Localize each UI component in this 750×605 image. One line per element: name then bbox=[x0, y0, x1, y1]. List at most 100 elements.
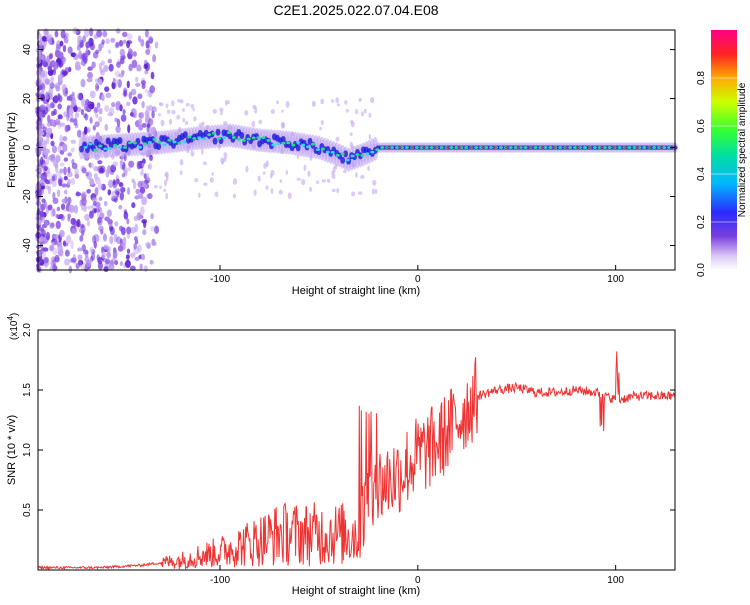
spectrogram-signal-peak bbox=[464, 146, 469, 149]
spectrogram-noise-cell bbox=[119, 57, 125, 65]
spectrogram-noise-cell bbox=[53, 61, 59, 70]
spectrogram-noise-cell bbox=[112, 77, 116, 84]
spectrogram-x-ticks: -100 0 100 bbox=[210, 265, 624, 285]
spectrogram-signal-peak bbox=[271, 143, 276, 147]
spectrogram-noise-cell bbox=[38, 188, 42, 197]
spectrogram-noise-cell bbox=[58, 51, 64, 59]
spectrogram-noise-cell bbox=[39, 182, 46, 188]
spectrogram-noise-cell bbox=[62, 197, 69, 205]
spectrogram-noise-cell bbox=[49, 82, 55, 89]
spectrogram-noise-cell bbox=[122, 237, 127, 246]
spectrogram-noise-cell bbox=[190, 104, 195, 109]
spectrogram-noise-cell bbox=[42, 144, 47, 151]
spectrogram-noise-cell bbox=[63, 166, 67, 176]
spectrogram-signal-peak bbox=[449, 146, 454, 149]
spectrogram-noise-cell bbox=[111, 81, 117, 90]
spectrogram-noise-cell bbox=[81, 229, 85, 237]
spectrogram-signal-peak bbox=[221, 136, 226, 140]
spectrogram-noise-cell bbox=[232, 178, 238, 185]
spectrogram-signal-peak bbox=[350, 154, 355, 158]
spectrogram-noise-cell bbox=[52, 208, 56, 217]
spectrogram-signal-peak bbox=[513, 146, 518, 149]
spectrogram-noise-cell bbox=[154, 225, 160, 234]
spectrogram-noise-cell bbox=[118, 73, 125, 78]
spectrogram-noise-cell bbox=[37, 32, 43, 40]
spectrogram-noise-cell bbox=[140, 39, 145, 47]
spectrogram-noise-cell bbox=[122, 87, 128, 94]
spectrogram-noise-cell bbox=[202, 161, 207, 166]
spectrogram-noise-cell bbox=[68, 107, 74, 115]
spectrogram-noise-cell bbox=[83, 249, 89, 255]
spectrogram-noise-cell bbox=[163, 179, 168, 187]
spectrogram-signal-max bbox=[421, 146, 426, 149]
spectrogram-signal-core bbox=[280, 136, 286, 144]
spectrogram-noise-cell bbox=[107, 189, 112, 196]
spectrogram-signal-max bbox=[599, 146, 604, 149]
spectrogram-noise-cell bbox=[135, 76, 139, 83]
spectrogram-signal-peak bbox=[340, 152, 345, 156]
spectrogram-noise-cell bbox=[37, 179, 44, 185]
spectrogram-noise-cell bbox=[258, 119, 263, 125]
spectrogram-x-tick-label: -100 bbox=[210, 274, 230, 285]
spectrogram-noise-cell bbox=[93, 233, 100, 242]
spectrogram-signal-peak bbox=[642, 146, 647, 149]
spectrogram-noise-cell bbox=[50, 140, 55, 147]
spectrogram-noise-cell bbox=[64, 258, 70, 266]
spectrogram-noise-cell bbox=[142, 229, 147, 236]
spectrogram-noise-cell bbox=[320, 98, 325, 105]
spectrogram-noise-cell bbox=[331, 188, 336, 193]
snr-x-ticks: -100 0 100 bbox=[210, 565, 624, 586]
spectrogram-noise-cell bbox=[104, 123, 109, 132]
spectrogram-noise-cell bbox=[370, 96, 375, 104]
spectrogram-noise-cell bbox=[108, 263, 115, 271]
spectrogram-noise-cell bbox=[43, 256, 49, 264]
colorbar-tick-label: 0.6 bbox=[696, 119, 707, 133]
spectrogram-noise-cell bbox=[147, 164, 151, 170]
spectrogram-noise-cell bbox=[51, 175, 56, 182]
spectrogram-noise-cell bbox=[100, 70, 105, 76]
spectrogram-noise-cell bbox=[209, 177, 214, 183]
spectrogram-noise-cell bbox=[67, 213, 71, 220]
spectrogram-noise-cell bbox=[116, 236, 122, 245]
spectrogram-noise-cell bbox=[270, 188, 274, 194]
spectrogram-noise-cell bbox=[72, 53, 79, 61]
spectrogram-noise-cell bbox=[151, 110, 155, 119]
spectrogram-noise-cell bbox=[55, 85, 61, 92]
spectrogram-noise-cell bbox=[76, 218, 81, 228]
spectrogram-noise-cell bbox=[87, 128, 91, 133]
spectrogram-noise-cell bbox=[93, 240, 97, 249]
spectrogram-noise-cell bbox=[374, 188, 378, 194]
spectrogram-noise-cell bbox=[71, 97, 77, 106]
spectrogram-noise-cell bbox=[263, 162, 267, 170]
spectrogram-signal-peak bbox=[118, 145, 123, 149]
spectrogram-signal-peak bbox=[315, 148, 320, 152]
spectrogram-noise-cell bbox=[61, 198, 68, 204]
spectrogram-noise-cell bbox=[57, 74, 63, 82]
spectrogram-signal-peak bbox=[484, 146, 489, 149]
spectrogram-signal-peak bbox=[592, 146, 597, 149]
spectrogram-signal-peak bbox=[573, 146, 578, 149]
spectrogram-noise-cell bbox=[143, 184, 148, 188]
spectrogram-noise-cell bbox=[132, 96, 138, 105]
spectrogram-signal-peak bbox=[127, 141, 132, 145]
spectrogram-noise-cell bbox=[41, 44, 45, 52]
spectrogram-noise-cell bbox=[73, 105, 78, 113]
spectrogram-noise-cell bbox=[67, 46, 73, 54]
spectrogram-signal-peak bbox=[306, 145, 311, 149]
spectrogram-signal-peak bbox=[498, 146, 503, 149]
spectrogram-noise-cell bbox=[311, 100, 317, 107]
spectrogram-noise-cell bbox=[131, 59, 138, 69]
spectrogram-signal-peak bbox=[108, 147, 113, 150]
snr-x-tick-label: 0 bbox=[415, 575, 421, 586]
spectrogram-signal-peak bbox=[548, 146, 553, 149]
spectrogram-noise-cell bbox=[118, 40, 124, 47]
spectrogram-noise-cell bbox=[144, 88, 148, 94]
spectrogram-noise-cell bbox=[326, 178, 331, 183]
spectrogram-noise-cell bbox=[179, 170, 183, 176]
spectrogram-signal-layer bbox=[78, 123, 678, 172]
spectrogram-noise-cell bbox=[103, 200, 108, 207]
spectrogram-noise-cell bbox=[316, 180, 319, 185]
spectrogram-noise-cell bbox=[165, 171, 169, 179]
spectrogram-noise-cell bbox=[54, 49, 60, 58]
spectrogram-noise-cell bbox=[363, 108, 367, 114]
